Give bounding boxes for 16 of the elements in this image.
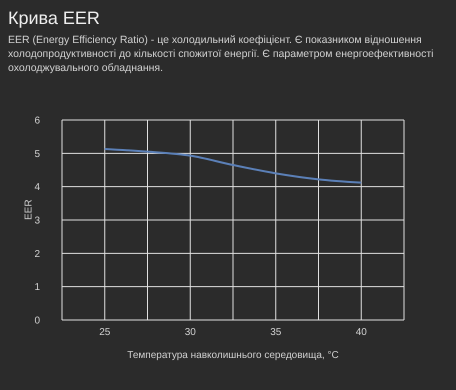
x-axis-title: Температура навколишнього середовища, °C [127, 350, 339, 361]
y-tick-label: 2 [34, 248, 40, 260]
chart-subtitle: EER (Energy Efficiency Ratio) - це холодильний коефіцієнт. Є показником відношення холодопродуктивності до кількості спожитої енергії. Є параметром енергоефективності охолоджувального обладнання. [8, 33, 434, 75]
y-tick-label: 3 [34, 216, 40, 227]
y-tick-label: 4 [34, 182, 40, 194]
x-tick-label: 35 [270, 327, 282, 338]
x-tick-label: 30 [184, 327, 196, 338]
y-tick-label: 1 [34, 282, 40, 294]
line-series [104, 148, 362, 184]
y-tick-label: 5 [34, 148, 40, 160]
y-tick-label: 6 [34, 116, 40, 127]
chart-title: Крива EER [8, 8, 100, 29]
x-tick-label: 40 [356, 327, 368, 338]
x-tick-label: 25 [99, 327, 111, 338]
y-tick-label: 0 [34, 316, 40, 327]
y-axis-title: EER [24, 199, 35, 220]
